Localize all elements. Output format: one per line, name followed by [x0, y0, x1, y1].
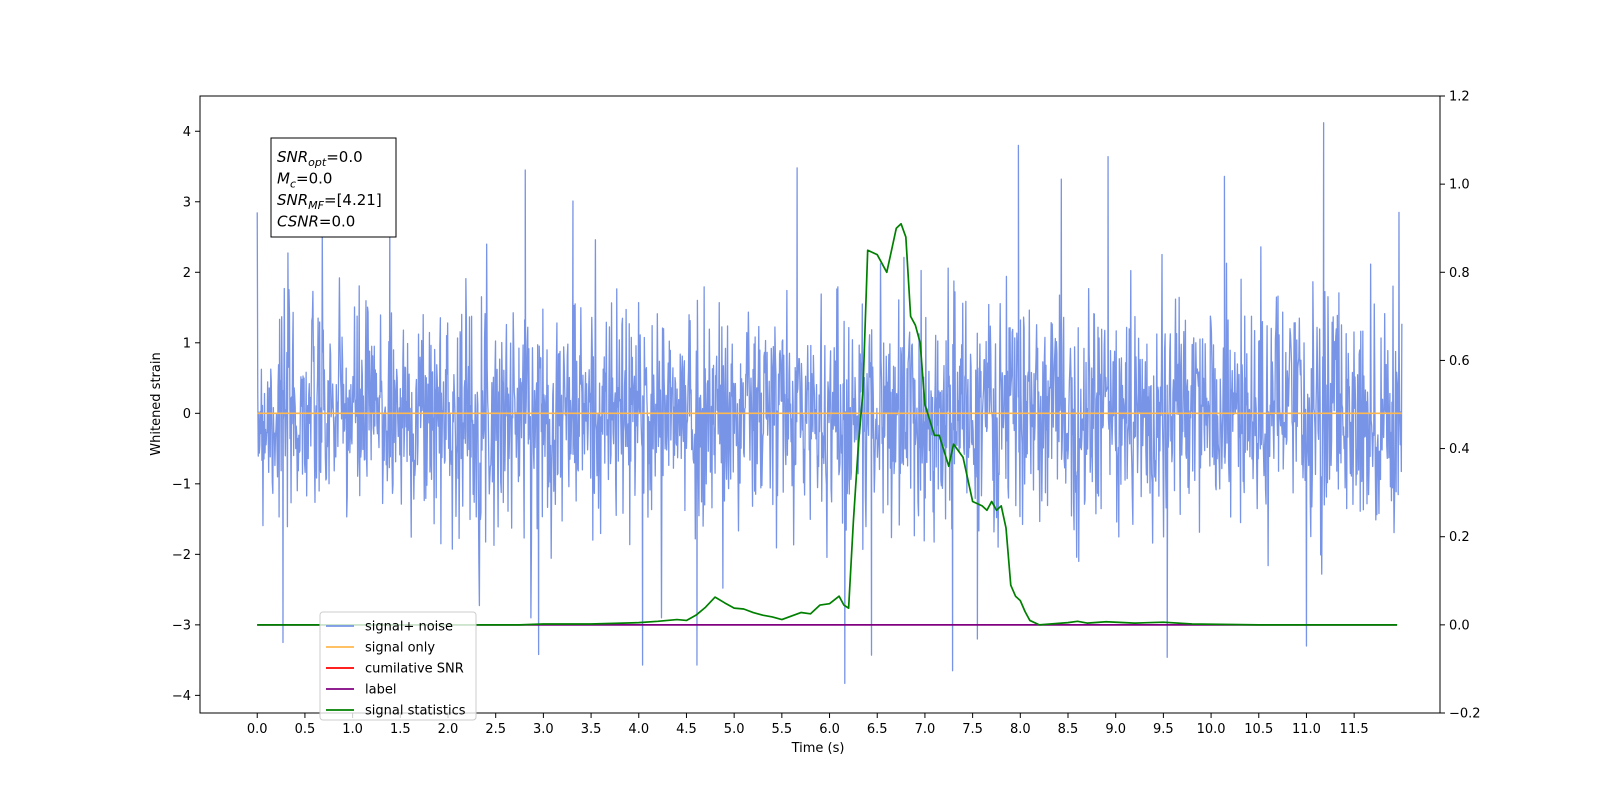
y-axis-label: Whitened strain [149, 352, 164, 455]
y2-tick-label: 1.0 [1449, 178, 1470, 193]
y-tick-label: −3 [172, 618, 191, 633]
y-tick-label: 4 [183, 125, 191, 140]
y-tick-label: 0 [183, 407, 191, 422]
y-tick-label: 3 [183, 195, 191, 210]
x-tick-label: 5.5 [772, 722, 793, 737]
x-tick-label: 3.0 [533, 722, 554, 737]
y2-tick-label: 1.2 [1449, 90, 1470, 105]
x-tick-label: 8.5 [1058, 722, 1079, 737]
x-tick-label: 3.5 [581, 722, 602, 737]
x-tick-label: 4.0 [628, 722, 649, 737]
x-tick-label: 1.0 [342, 722, 363, 737]
annotation-line: SNRopt=0.0 [277, 148, 363, 169]
legend-label: signal only [365, 641, 435, 656]
y-axis-right: −0.2 0.0 0.2 0.4 0.6 0.8 1.0 1.2 [1440, 90, 1481, 722]
x-tick-label: 0.5 [295, 722, 316, 737]
y2-tick-label: 0.4 [1449, 442, 1470, 457]
x-tick-label: 1.5 [390, 722, 411, 737]
legend-label: cumilative SNR [365, 662, 464, 677]
y2-tick-label: 0.6 [1449, 354, 1470, 369]
x-tick-label: 8.0 [1010, 722, 1031, 737]
y-axis-left: −4 −3 −2 −1 0 1 2 3 4 [172, 125, 200, 704]
series-line-3 [257, 222, 1398, 626]
y-tick-label: −4 [172, 689, 191, 704]
x-axis-label: Time (s) [791, 741, 845, 756]
x-tick-label: 0.0 [247, 722, 268, 737]
y2-tick-label: 0.0 [1449, 618, 1470, 633]
x-tick-label: 10.0 [1197, 722, 1226, 737]
annotation-line: Mc=0.0 [277, 170, 332, 191]
annotation-line: CSNR=0.0 [277, 213, 355, 231]
y-tick-label: 2 [183, 266, 191, 281]
y-tick-label: −1 [172, 477, 191, 492]
plot-frame [199, 95, 1441, 714]
x-tick-label: 7.5 [962, 722, 983, 737]
x-tick-label: 2.0 [438, 722, 459, 737]
x-tick-label: 2.5 [485, 722, 506, 737]
x-tick-label: 7.0 [915, 722, 936, 737]
y2-tick-label: 0.2 [1449, 530, 1470, 545]
legend-label: signal statistics [365, 704, 466, 719]
x-tick-label: 4.5 [676, 722, 697, 737]
noise-series [256, 122, 1403, 685]
y2-tick-label: −0.2 [1449, 707, 1481, 722]
x-axis: 0.0 0.5 1.0 1.5 2.0 2.5 3.0 3.5 4.0 4.5 5.0 5.5 6.0 6… [247, 713, 1369, 737]
series-line-signal-noise [256, 122, 1403, 685]
x-tick-label: 11.5 [1340, 722, 1369, 737]
x-tick-label: 9.0 [1105, 722, 1126, 737]
x-tick-label: 6.0 [819, 722, 840, 737]
x-tick-label: 11.0 [1292, 722, 1321, 737]
legend-label: signal+ noise [365, 620, 453, 635]
legend-frame [319, 611, 477, 721]
annotation-frame [270, 137, 397, 238]
y-tick-label: −2 [172, 548, 191, 563]
legend-label: label [365, 683, 396, 698]
x-tick-label: 9.5 [1153, 722, 1174, 737]
y-tick-label: 1 [183, 336, 191, 351]
y2-tick-label: 0.8 [1449, 266, 1470, 281]
annotation-line: SNRMF=[4.21] [277, 191, 382, 212]
x-tick-label: 10.5 [1244, 722, 1273, 737]
x-tick-label: 6.5 [867, 722, 888, 737]
x-tick-label: 5.0 [724, 722, 745, 737]
legend: signal+ noise signal only cumilative SNR la… [319, 611, 477, 721]
